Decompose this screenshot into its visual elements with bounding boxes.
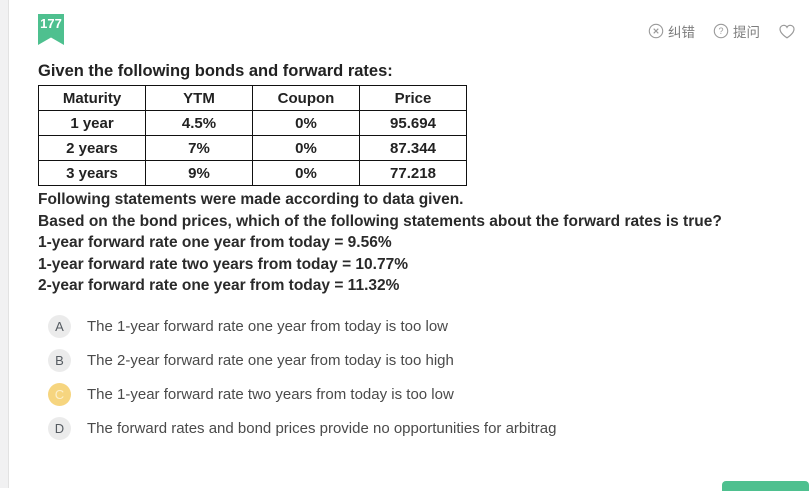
option-c-text: The 1-year forward rate two years from t…: [87, 386, 454, 403]
cell-coupon: 0%: [252, 110, 360, 136]
heart-icon: [778, 23, 796, 40]
option-c[interactable]: C The 1-year forward rate two years from…: [38, 378, 800, 412]
action-bar: 纠错 ? 提问: [648, 21, 796, 41]
cell-maturity: 1 year: [38, 110, 146, 136]
report-error-label: 纠错: [668, 25, 695, 40]
statement-line: 1-year forward rate one year from today …: [38, 234, 392, 251]
option-a[interactable]: A The 1-year forward rate one year from …: [38, 310, 800, 344]
circle-x-icon: [648, 23, 664, 39]
col-header-maturity: Maturity: [38, 85, 146, 111]
statement-line: Based on the bond prices, which of the f…: [38, 212, 722, 230]
favorite-button[interactable]: [778, 23, 796, 40]
table-header-row: Maturity YTM Coupon Price: [38, 85, 467, 111]
col-header-ytm: YTM: [145, 85, 253, 111]
question-panel: Given the following bonds and forward ra…: [38, 62, 800, 446]
options-list: A The 1-year forward rate one year from …: [38, 310, 800, 446]
col-header-price: Price: [359, 85, 467, 111]
next-button-cutoff[interactable]: [722, 481, 809, 491]
question-number-badge: 177: [38, 14, 64, 45]
cell-ytm: 4.5%: [145, 110, 253, 136]
option-d-text: The forward rates and bond prices provid…: [87, 420, 557, 437]
option-b-badge: B: [48, 349, 71, 372]
statement-line: 1-year forward rate two years from today…: [38, 255, 409, 273]
cell-ytm: 9%: [145, 160, 253, 186]
svg-text:?: ?: [718, 26, 723, 36]
cell-price: 87.344: [359, 135, 467, 161]
cell-maturity: 3 years: [38, 160, 146, 186]
table-row: 2 years 7% 0% 87.344: [38, 135, 467, 161]
cell-coupon: 0%: [252, 135, 360, 161]
page-left-edge: [0, 0, 9, 488]
option-b[interactable]: B The 2-year forward rate one year from …: [38, 344, 800, 378]
cell-coupon: 0%: [252, 160, 360, 186]
cell-ytm: 7%: [145, 135, 253, 161]
bond-table: Maturity YTM Coupon Price 1 year 4.5% 0%…: [38, 85, 467, 186]
option-b-text: The 2-year forward rate one year from to…: [87, 352, 454, 369]
statement-line: 2-year forward rate one year from today …: [38, 277, 400, 294]
option-d[interactable]: D The forward rates and bond prices prov…: [38, 412, 800, 446]
statement-line: Following statements were made according…: [38, 191, 464, 208]
ask-question-button[interactable]: ? 提问: [713, 21, 760, 41]
option-a-text: The 1-year forward rate one year from to…: [87, 318, 448, 335]
option-a-badge: A: [48, 315, 71, 338]
question-intro: Given the following bonds and forward ra…: [38, 62, 393, 80]
option-c-badge: C: [48, 383, 71, 406]
option-d-badge: D: [48, 417, 71, 440]
cell-price: 77.218: [359, 160, 467, 186]
table-row: 3 years 9% 0% 77.218: [38, 160, 467, 186]
col-header-coupon: Coupon: [252, 85, 360, 111]
ask-question-label: 提问: [733, 25, 760, 40]
cell-maturity: 2 years: [38, 135, 146, 161]
report-error-button[interactable]: 纠错: [648, 21, 695, 41]
question-statements: Following statements were made according…: [38, 189, 750, 297]
cell-price: 95.694: [359, 110, 467, 136]
table-row: 1 year 4.5% 0% 95.694: [38, 110, 467, 136]
circle-question-icon: ?: [713, 23, 729, 39]
